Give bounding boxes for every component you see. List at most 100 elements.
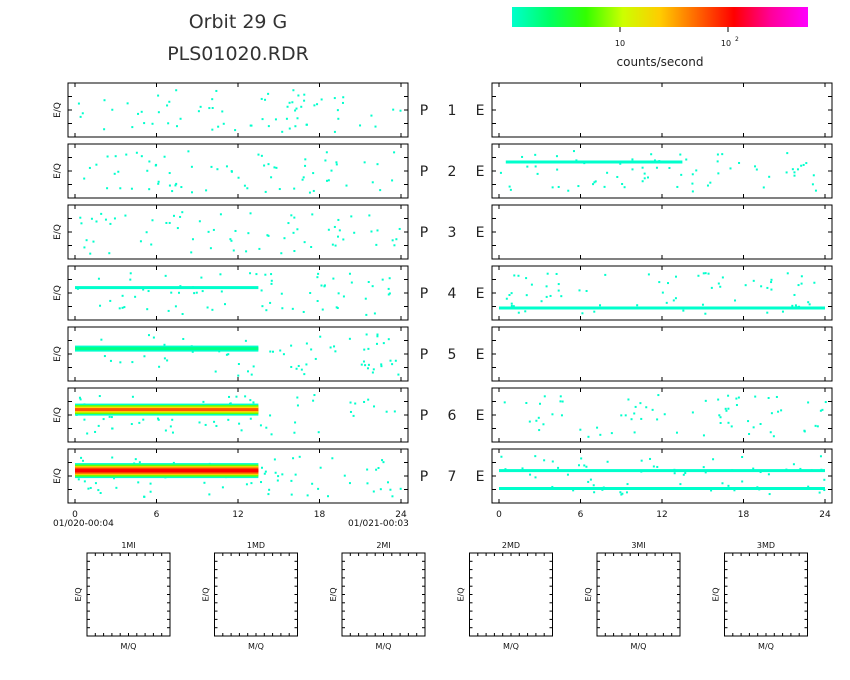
count-speckle: [209, 247, 212, 250]
count-speckle: [641, 166, 644, 169]
count-speckle: [769, 431, 772, 434]
count-speckle: [295, 107, 298, 110]
count-speckle: [793, 174, 796, 177]
count-speckle: [308, 191, 311, 194]
count-speckle: [691, 190, 694, 193]
count-speckle: [191, 238, 194, 241]
count-band: [499, 469, 825, 473]
count-speckle: [672, 299, 675, 302]
count-speckle: [767, 397, 770, 400]
count-speckle: [317, 487, 320, 490]
count-speckle: [240, 429, 243, 432]
count-speckle: [517, 311, 520, 314]
count-speckle: [702, 272, 705, 275]
panel-frame: [491, 143, 833, 199]
count-speckle: [89, 486, 92, 489]
count-speckle: [366, 367, 369, 370]
count-speckle: [616, 175, 619, 178]
count-speckle: [220, 290, 223, 293]
count-speckle: [397, 373, 400, 376]
count-speckle: [812, 174, 815, 177]
count-speckle: [796, 168, 799, 171]
count-speckle: [316, 299, 319, 302]
count-speckle: [539, 402, 542, 405]
count-speckle: [727, 394, 730, 397]
count-speckle: [579, 428, 582, 431]
count-speckle: [399, 487, 402, 490]
count-speckle: [748, 432, 751, 435]
small-plot-3md: 3MD M/Q E/Q: [712, 541, 808, 651]
count-speckle: [800, 282, 803, 285]
count-speckle: [645, 406, 648, 409]
count-speckle: [556, 168, 559, 171]
count-speckle: [249, 272, 252, 275]
small-plot-frame: [596, 552, 681, 637]
count-speckle: [770, 278, 773, 281]
count-speckle: [283, 237, 286, 240]
count-speckle: [97, 424, 100, 427]
count-speckle: [172, 214, 175, 217]
count-speckle: [499, 171, 502, 174]
count-speckle: [305, 123, 308, 126]
count-speckle: [119, 187, 122, 190]
count-speckle: [567, 189, 570, 192]
count-speckle: [814, 424, 817, 427]
count-speckle: [225, 353, 228, 356]
count-speckle: [367, 363, 370, 366]
count-speckle: [359, 124, 362, 127]
count-speckle: [350, 281, 353, 284]
count-speckle: [399, 109, 402, 112]
right-x-tick-label: 24: [819, 510, 831, 520]
panel-l-7: E/Q: [53, 448, 409, 504]
count-speckle: [134, 458, 137, 461]
panel-r-6: [491, 387, 833, 443]
count-speckle: [379, 488, 382, 491]
count-speckle: [131, 361, 134, 364]
count-speckle: [88, 166, 91, 169]
count-speckle: [166, 359, 169, 362]
small-plot-frame: [86, 552, 171, 637]
panel-label-p: P: [420, 164, 428, 180]
count-speckle: [754, 165, 757, 168]
count-speckle: [372, 368, 375, 371]
count-speckle: [89, 252, 92, 255]
count-speckle: [823, 478, 826, 481]
count-speckle: [146, 169, 149, 172]
count-speckle: [131, 395, 134, 398]
count-speckle: [381, 278, 384, 281]
count-speckle: [206, 306, 209, 309]
count-speckle: [374, 125, 377, 128]
y-axis-label: E/Q: [53, 285, 63, 301]
count-speckle: [599, 433, 602, 436]
count-speckle: [207, 230, 210, 233]
count-speckle: [521, 155, 524, 158]
count-speckle: [350, 215, 353, 218]
count-speckle: [706, 184, 709, 187]
small-plot-ylabel: E/Q: [202, 587, 211, 601]
count-speckle: [200, 276, 203, 279]
count-speckle: [373, 312, 376, 315]
small-plot-title: 3MD: [757, 541, 775, 550]
count-speckle: [540, 300, 543, 303]
small-plot-2md: 2MD M/Q E/Q: [457, 541, 553, 651]
count-speckle: [760, 285, 763, 288]
count-speckle: [97, 277, 100, 280]
count-speckle: [535, 419, 538, 422]
colorbar-tick-label-2-base: 10: [721, 39, 731, 48]
count-speckle: [191, 350, 194, 353]
panel-label-p: P: [420, 286, 428, 302]
count-speckle: [193, 292, 196, 295]
count-speckle: [142, 418, 145, 421]
panel-label-num: 6: [448, 408, 457, 424]
count-speckle: [123, 306, 126, 309]
small-plot-xlabel: M/Q: [503, 642, 519, 651]
count-speckle: [176, 227, 179, 230]
count-speckle: [293, 431, 296, 434]
count-speckle: [281, 473, 284, 476]
count-speckle: [634, 405, 637, 408]
count-speckle: [222, 122, 225, 125]
count-speckle: [336, 307, 339, 310]
small-plot-2mi: 2MI M/Q E/Q: [329, 541, 426, 651]
count-speckle: [264, 273, 267, 276]
panel-label-2: P 2 E: [420, 164, 485, 180]
